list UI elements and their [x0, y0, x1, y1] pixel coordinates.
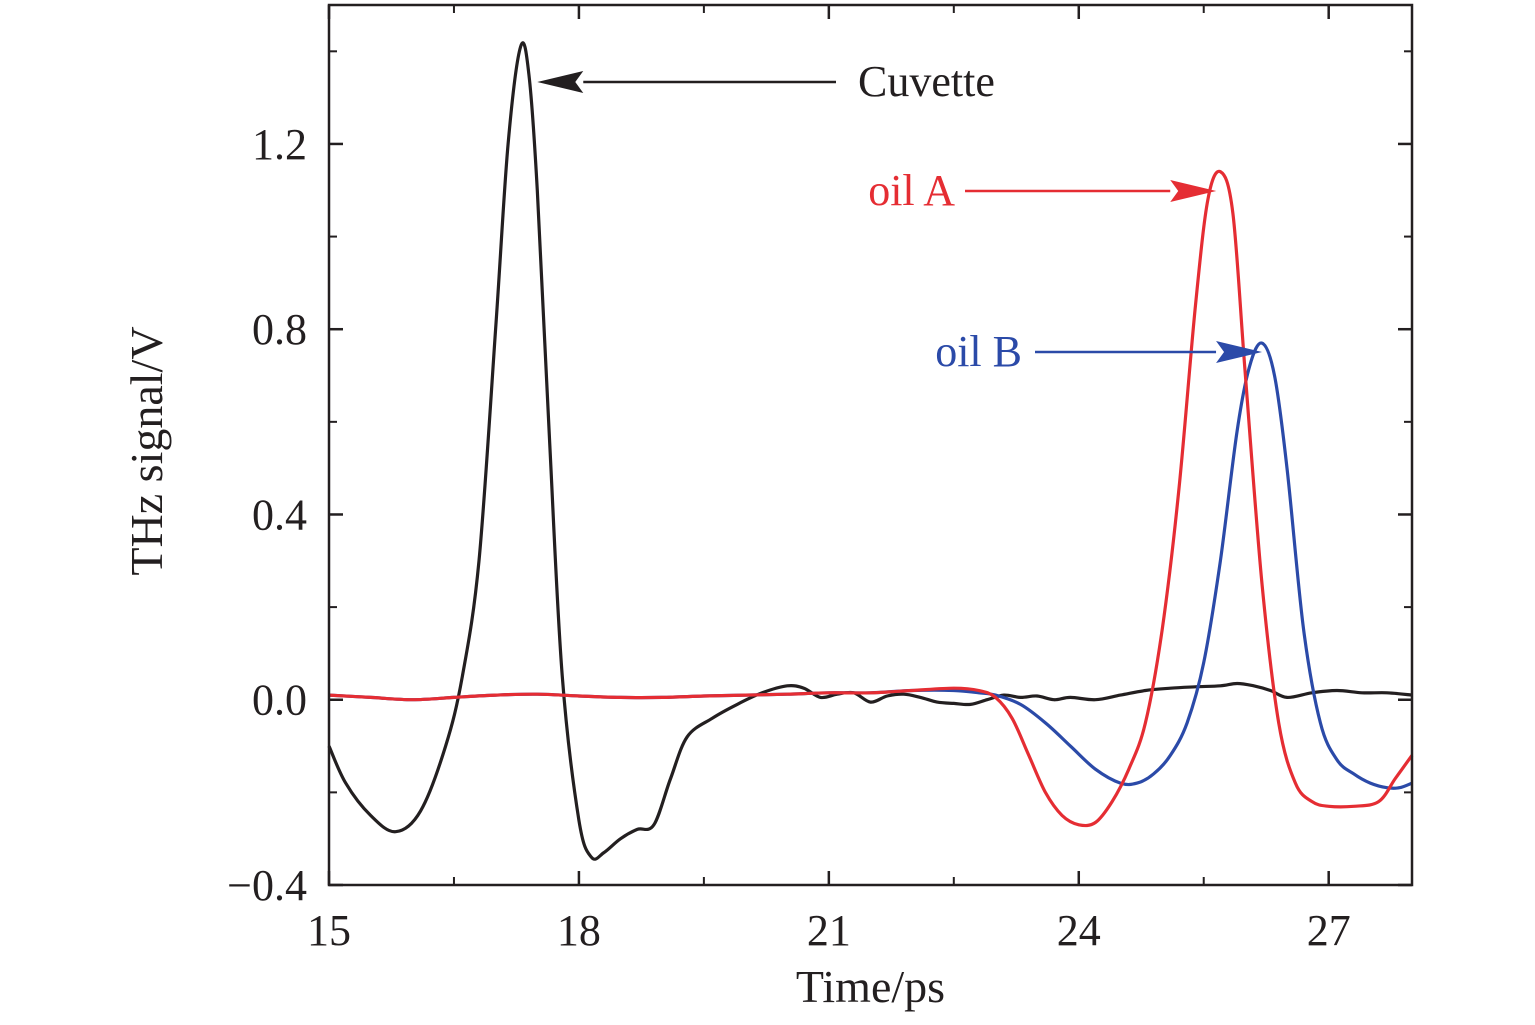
series-lines [327, 41, 1414, 861]
series-line-oil-a [328, 169, 1414, 828]
y-tick-label: −0.4 [227, 861, 307, 910]
x-tick-label: 27 [1307, 906, 1351, 955]
y-tick-label: 0.4 [252, 490, 307, 539]
annotation-label: Cuvette [858, 57, 995, 106]
y-tick-label: 0.0 [252, 676, 307, 725]
y-tick-label: 0.8 [252, 305, 307, 354]
y-axis-title: THz signal/V [121, 326, 172, 575]
y-tick-label: 1.2 [252, 120, 307, 169]
x-tick-label: 24 [1057, 906, 1101, 955]
annotation-arrow-head [537, 71, 584, 93]
annotations: Cuvette oil A oil B [537, 57, 1263, 376]
annotation-label: oil B [935, 327, 1022, 376]
axes: 15 18 21 24 27 −0.4 0.0 0.4 0.8 1.2 [227, 5, 1412, 955]
x-axis-title: Time/ps [796, 961, 945, 1012]
annotation-arrow-head [1216, 341, 1263, 363]
annotation-arrow-head [1170, 180, 1217, 202]
plot-frame [327, 3, 1414, 887]
x-tick-label: 15 [307, 906, 351, 955]
annotation-label: oil A [868, 166, 955, 215]
x-tick-label: 21 [807, 906, 851, 955]
series-line-cuvette [327, 41, 1413, 861]
x-tick-label: 18 [557, 906, 601, 955]
